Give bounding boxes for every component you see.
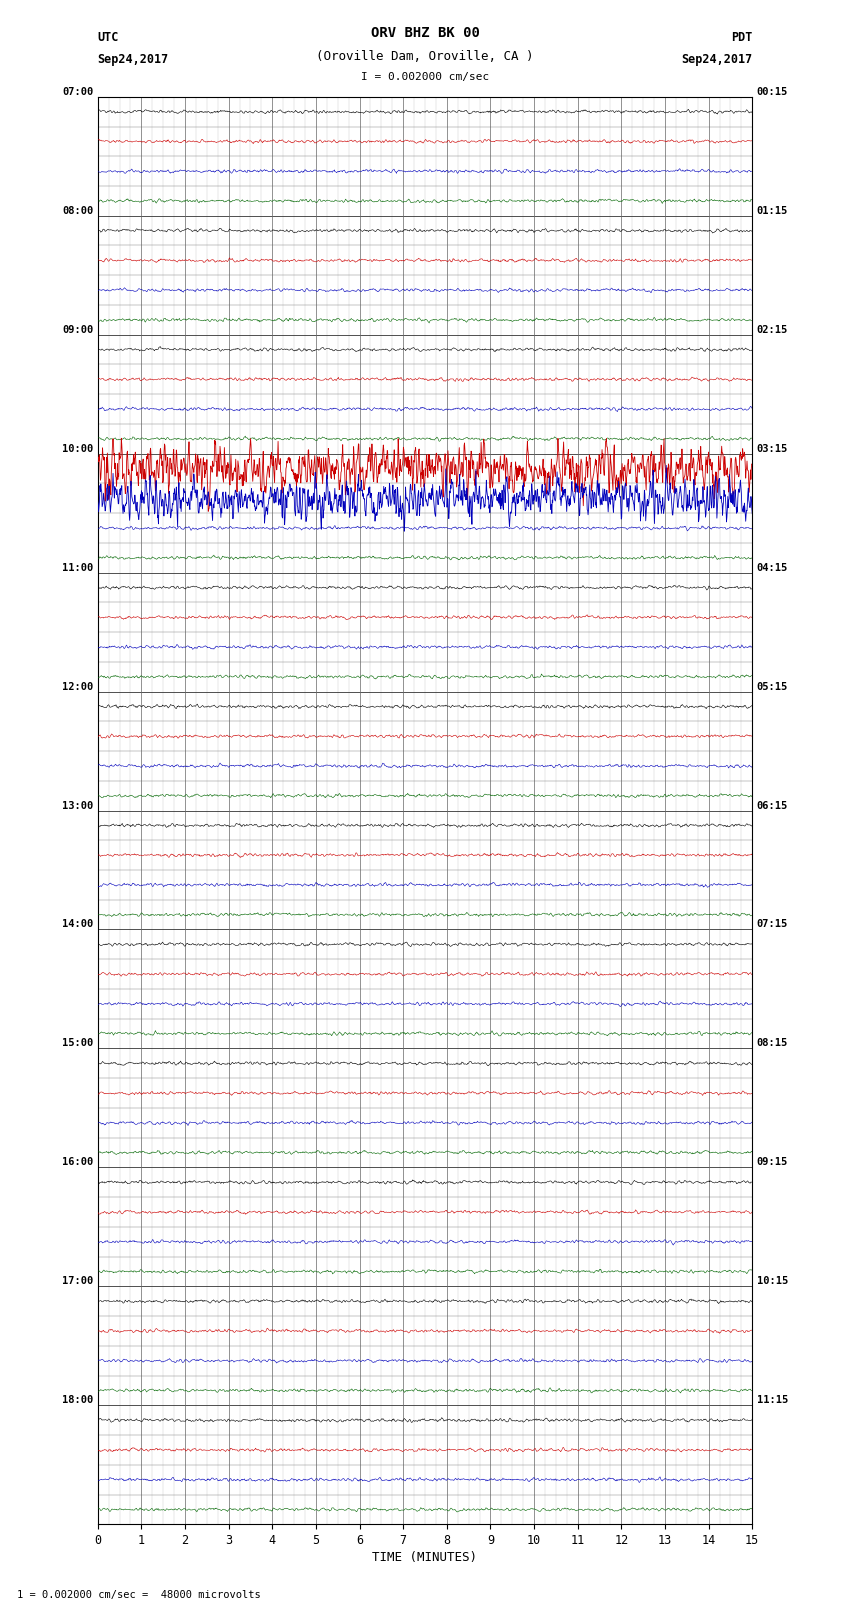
Text: 07:00: 07:00: [62, 87, 94, 97]
Text: 11:00: 11:00: [62, 563, 94, 573]
Text: UTC: UTC: [98, 31, 119, 44]
Text: 17:00: 17:00: [62, 1276, 94, 1287]
Text: ORV BHZ BK 00: ORV BHZ BK 00: [371, 26, 479, 40]
Text: I = 0.002000 cm/sec: I = 0.002000 cm/sec: [361, 73, 489, 82]
Text: 13:00: 13:00: [62, 800, 94, 811]
Text: 16:00: 16:00: [62, 1158, 94, 1168]
Text: 03:15: 03:15: [756, 444, 788, 453]
X-axis label: TIME (MINUTES): TIME (MINUTES): [372, 1552, 478, 1565]
Text: 08:00: 08:00: [62, 206, 94, 216]
Text: PDT: PDT: [731, 31, 752, 44]
Text: 12:00: 12:00: [62, 682, 94, 692]
Text: 15:00: 15:00: [62, 1039, 94, 1048]
Text: 06:15: 06:15: [756, 800, 788, 811]
Text: 10:00: 10:00: [62, 444, 94, 453]
Text: Sep24,2017: Sep24,2017: [98, 53, 169, 66]
Text: 07:15: 07:15: [756, 919, 788, 929]
Text: 18:00: 18:00: [62, 1395, 94, 1405]
Text: 00:15: 00:15: [756, 87, 788, 97]
Text: 09:00: 09:00: [62, 324, 94, 334]
Text: 05:15: 05:15: [756, 682, 788, 692]
Text: 10:15: 10:15: [756, 1276, 788, 1287]
Text: 09:15: 09:15: [756, 1158, 788, 1168]
Text: 01:15: 01:15: [756, 206, 788, 216]
Text: 02:15: 02:15: [756, 324, 788, 334]
Text: 08:15: 08:15: [756, 1039, 788, 1048]
Text: 04:15: 04:15: [756, 563, 788, 573]
Text: 14:00: 14:00: [62, 919, 94, 929]
Text: 11:15: 11:15: [756, 1395, 788, 1405]
Text: 1 = 0.002000 cm/sec =  48000 microvolts: 1 = 0.002000 cm/sec = 48000 microvolts: [17, 1590, 261, 1600]
Text: Sep24,2017: Sep24,2017: [681, 53, 752, 66]
Text: (Oroville Dam, Oroville, CA ): (Oroville Dam, Oroville, CA ): [316, 50, 534, 63]
